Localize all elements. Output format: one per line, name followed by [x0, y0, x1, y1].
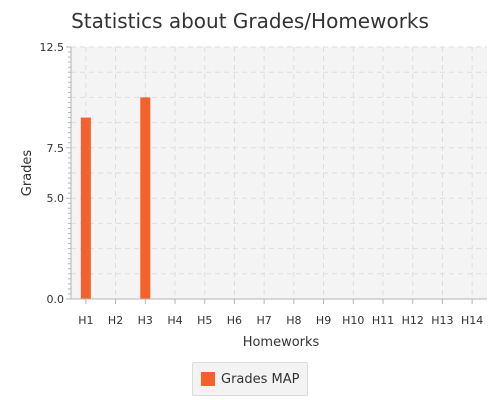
y-tick-label: 12.5: [40, 41, 65, 54]
x-tick-label: H12: [402, 314, 424, 327]
x-tick-label: H8: [286, 314, 301, 327]
x-tick-label: H6: [227, 314, 242, 327]
chart-title: Statistics about Grades/Homeworks: [71, 9, 429, 33]
y-tick-label: 5.0: [47, 192, 65, 205]
y-axis-label: Grades: [20, 150, 35, 197]
x-tick-label: H5: [197, 314, 212, 327]
x-tick-label: H14: [461, 314, 483, 327]
bar-h3: [140, 97, 150, 299]
x-tick-label: H13: [431, 314, 453, 327]
y-tick-label: 7.5: [47, 142, 65, 155]
y-tick-label: 0.0: [47, 293, 65, 306]
x-tick-label: H9: [316, 314, 331, 327]
legend-label: Grades MAP: [221, 372, 300, 387]
legend: Grades MAP: [192, 362, 308, 396]
x-tick-label: H3: [138, 314, 153, 327]
x-tick-labels: H1 H2 H3 H4 H5 H6 H7 H8 H9 H10 H11 H12 H13 H14: [78, 314, 483, 327]
y-tick-labels: 0.0 5.0 7.5 12.5: [40, 41, 65, 306]
x-axis-label: Homeworks: [243, 335, 320, 350]
bar-h1: [81, 118, 91, 299]
x-tick-label: H1: [78, 314, 93, 327]
x-tick-label: H2: [108, 314, 123, 327]
x-tick-label: H11: [372, 314, 394, 327]
x-tick-label: H7: [257, 314, 272, 327]
x-tick-label: H10: [342, 314, 364, 327]
x-tick-label: H4: [167, 314, 182, 327]
legend-swatch: [201, 372, 215, 386]
